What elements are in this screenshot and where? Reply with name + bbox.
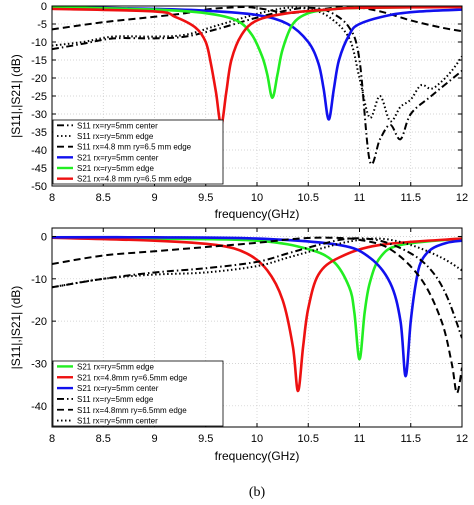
- series-line-1: [52, 6, 462, 165]
- x-tick-label: 8.5: [96, 192, 111, 204]
- x-tick-label: 8: [49, 192, 55, 204]
- series-line-2: [52, 236, 462, 393]
- y-tick-label: -20: [31, 316, 47, 328]
- y-tick-label: -40: [31, 145, 47, 157]
- x-tick-label: 10: [251, 433, 263, 445]
- legend-label: S21 rx=ry=5mm center: [77, 153, 159, 162]
- y-tick-label: -20: [31, 73, 47, 85]
- x-tick-label: 11.5: [400, 433, 421, 445]
- series-line-4: [52, 6, 462, 121]
- series-group: [52, 6, 462, 165]
- legend-box: [52, 360, 224, 427]
- x-tick-label: 10.5: [298, 433, 319, 445]
- legend-label: S11 rx=4.8 mm ry=6.5 mm edge: [77, 143, 192, 152]
- x-tick-label: 11: [354, 433, 365, 445]
- y-tick-label: -45: [31, 163, 47, 175]
- chart-a: 8 8.5 9 9.5 10 10.5 11 11.5 12 0 -5 -10 -15 -20 -25 -30…: [9, 1, 468, 250]
- series-line-6: [52, 6, 462, 127]
- x-tick-label: 11: [354, 192, 365, 204]
- x-tick-label: 10: [251, 192, 263, 204]
- legend-box: [52, 119, 224, 185]
- series-line-3: [52, 6, 462, 33]
- x-tick-label: 9: [151, 433, 157, 445]
- y-tick-label: -35: [31, 127, 47, 139]
- x-tick-label: 10.5: [298, 192, 319, 204]
- legend-label: S21 rx=ry=5mm edge: [77, 164, 154, 173]
- x-tick-label: 8: [49, 433, 55, 445]
- legend: S11 rx=ry=5mm center S11 rx=ry=5mm edge S1…: [52, 119, 224, 185]
- series-line-4: [52, 237, 462, 339]
- y-tick-label: -25: [31, 91, 47, 103]
- x-tick-label: 12: [456, 192, 468, 204]
- y-tick-label: -40: [31, 401, 47, 413]
- legend-label: S11 rx=ry=5mm edge: [77, 395, 154, 404]
- y-tick-label: -15: [31, 55, 47, 67]
- chart-b: 8 8.5 9 9.5 10 10.5 11 11.5 12 0 -10 -20 -30 -40 frequ…: [9, 227, 468, 500]
- series-line-2: [52, 6, 462, 123]
- legend-label: S21 rx=ry=5mm edge: [77, 362, 154, 371]
- x-tick-label: 9: [151, 192, 157, 204]
- panel-caption: (b): [249, 485, 266, 500]
- x-tick-label: 9.5: [198, 433, 213, 445]
- x-axis-label: frequency(GHz): [215, 207, 300, 221]
- series-group: [52, 235, 462, 395]
- series-line-3: [52, 235, 462, 378]
- y-tick-label: -30: [31, 109, 47, 121]
- y-axis-label: |S11|,|S21| (dB): [9, 286, 23, 370]
- series-line-1: [52, 236, 462, 361]
- y-axis-label: |S11|,|S21| (dB): [9, 54, 23, 138]
- y-tick-label: -30: [31, 358, 47, 370]
- y-tick-label: 0: [41, 1, 47, 13]
- x-tick-label: 11.5: [400, 192, 421, 204]
- legend: S21 rx=ry=5mm edge S21 rx=4.8mm ry=6.5mm …: [52, 360, 224, 427]
- legend-label: S21 rx=4.8mm ry=6.5mm edge: [77, 373, 188, 382]
- y-tick-label: 0: [41, 231, 47, 243]
- legend-label: S11 rx=4.8mm ry=6.5mm edge: [77, 406, 187, 415]
- y-tick-label: -10: [31, 274, 47, 286]
- y-tick-label: -5: [37, 19, 47, 31]
- legend-label: S21 rx=4.8 mm ry=6.5 mm edge: [77, 175, 192, 184]
- legend-label: S11 rx=ry=5mm edge: [77, 132, 154, 141]
- legend-label: S11 rx=ry=5mm center: [77, 121, 158, 130]
- legend-label: S11 rx=ry=5mm center: [77, 417, 158, 426]
- x-tick-label: 9.5: [198, 192, 213, 204]
- x-tick-label: 12: [456, 433, 468, 445]
- y-tick-label: -50: [31, 181, 47, 193]
- legend-label: S21 rx=ry=5mm center: [77, 384, 159, 393]
- y-tick-label: -10: [31, 37, 47, 49]
- x-tick-label: 8.5: [96, 433, 111, 445]
- x-axis-label: frequency(GHz): [215, 449, 300, 463]
